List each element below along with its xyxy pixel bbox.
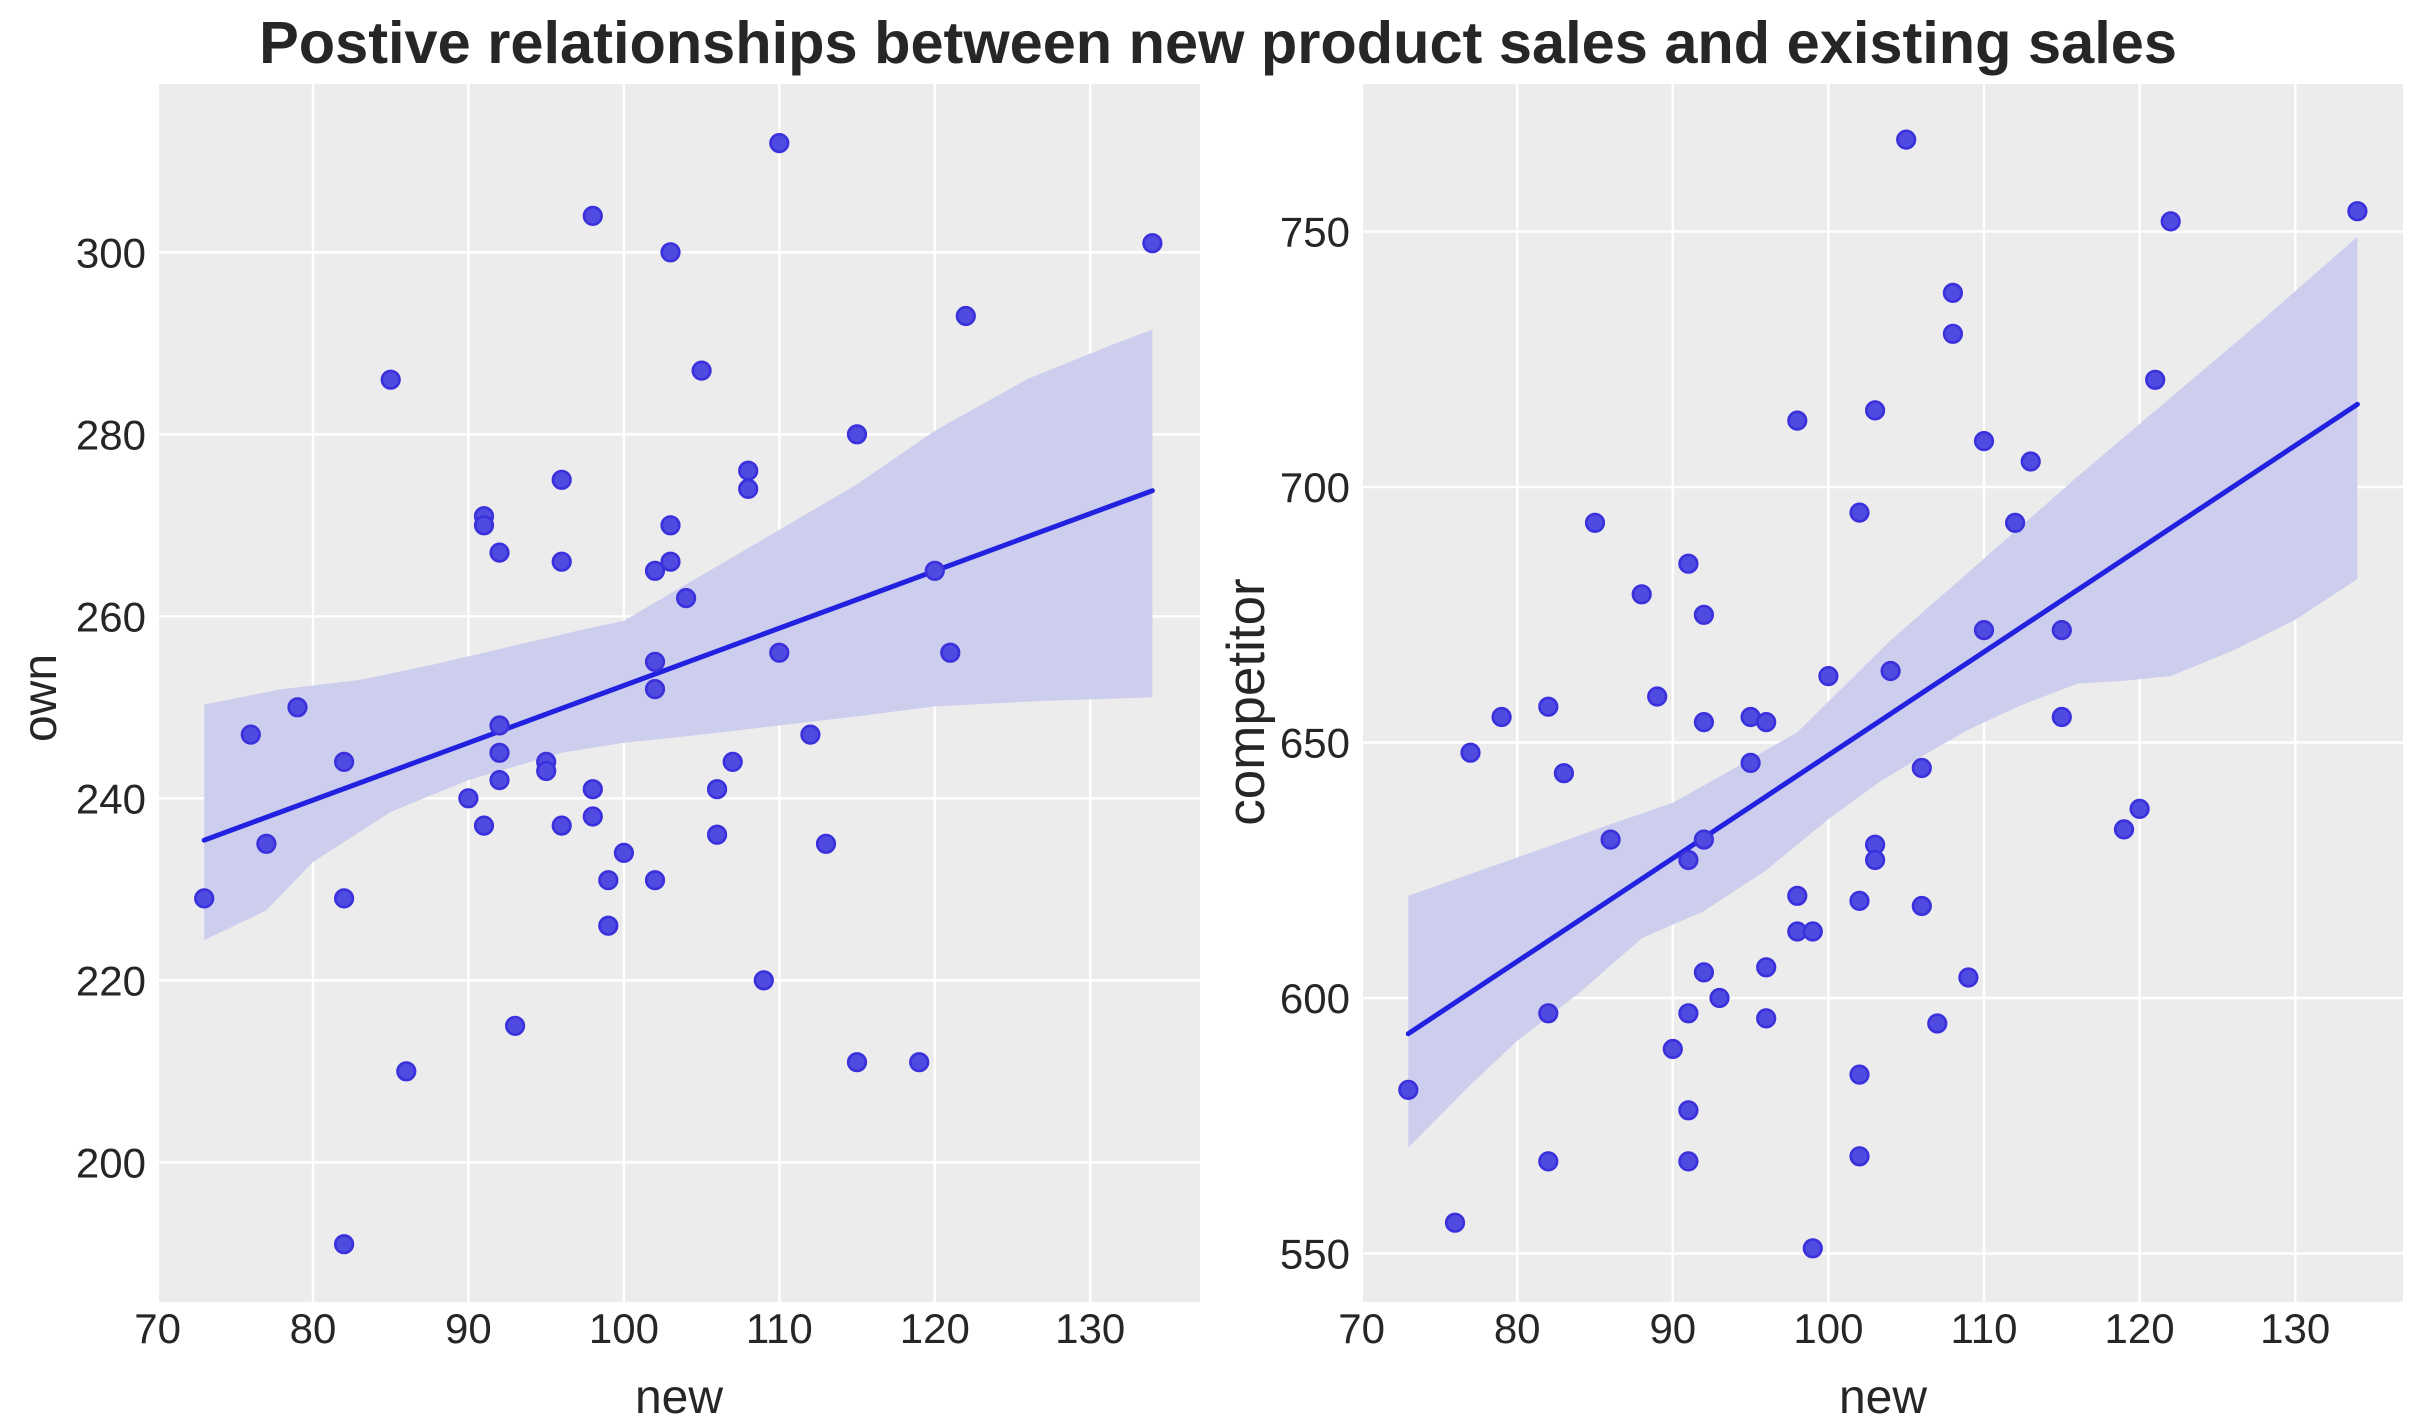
svg-text:70: 70	[1338, 1305, 1385, 1352]
svg-text:280: 280	[76, 411, 146, 458]
svg-text:130: 130	[2260, 1305, 2330, 1352]
svg-text:260: 260	[76, 593, 146, 640]
svg-text:200: 200	[76, 1139, 146, 1186]
svg-text:80: 80	[290, 1305, 337, 1352]
svg-text:600: 600	[1280, 975, 1350, 1022]
svg-text:110: 110	[746, 1305, 813, 1352]
svg-text:300: 300	[76, 229, 146, 276]
svg-text:own: own	[14, 654, 67, 742]
svg-text:competitor: competitor	[1217, 578, 1276, 825]
svg-text:100: 100	[589, 1305, 659, 1352]
svg-text:80: 80	[1494, 1305, 1541, 1352]
svg-text:90: 90	[445, 1305, 492, 1352]
svg-text:70: 70	[134, 1305, 181, 1352]
svg-text:90: 90	[1649, 1305, 1696, 1352]
svg-text:Postive relationships between: Postive relationships between new produc…	[259, 9, 2177, 76]
svg-text:120: 120	[2105, 1305, 2175, 1352]
svg-text:100: 100	[1793, 1305, 1863, 1352]
svg-text:240: 240	[76, 775, 146, 822]
svg-text:650: 650	[1280, 720, 1350, 767]
svg-text:new: new	[635, 1371, 723, 1423]
svg-text:120: 120	[900, 1305, 970, 1352]
svg-text:130: 130	[1055, 1305, 1125, 1352]
svg-text:700: 700	[1280, 464, 1350, 511]
svg-text:220: 220	[76, 957, 146, 1004]
svg-text:750: 750	[1280, 209, 1350, 256]
svg-text:110: 110	[1951, 1305, 2018, 1352]
svg-text:550: 550	[1280, 1230, 1350, 1277]
svg-text:new: new	[1839, 1371, 1927, 1423]
